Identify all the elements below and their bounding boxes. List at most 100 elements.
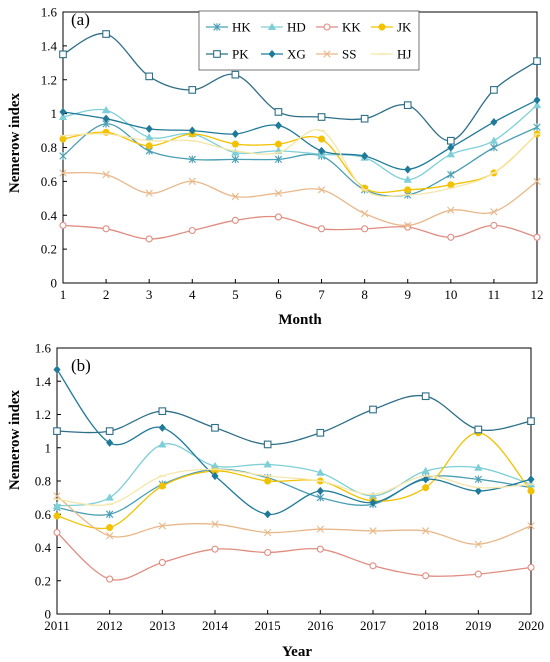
panel-b-point-hk	[105, 510, 114, 519]
panel-b-point-pk	[263, 440, 272, 449]
panel-b-point-jk	[106, 524, 114, 532]
panel-b-point-pk	[105, 427, 114, 435]
panel-b-point-jk	[158, 482, 166, 490]
panel-b-point-pk	[211, 423, 219, 432]
panel-a-point-kk	[533, 233, 541, 241]
panel-a-x-tick-label: 8	[361, 287, 368, 302]
panel-a-point-hd	[403, 175, 412, 183]
legend-swatch-marker	[323, 23, 331, 31]
panel-a-point-hd	[489, 136, 499, 144]
panel-a-point-hd	[58, 112, 68, 121]
panel-a-point-kk	[317, 225, 326, 233]
panel-a-point-kk	[490, 221, 498, 229]
panel-b-x-tick-label: 2011	[44, 618, 70, 633]
panel-a-point-kk	[102, 225, 110, 233]
panel-b-series-line-pk	[56, 394, 532, 446]
panel-b-point-xg	[527, 475, 535, 484]
panel-a-x-tick-label: 2	[103, 287, 110, 302]
panel-a-x-tick-label: 12	[531, 287, 544, 302]
panel-b-y-tick-label: 0.4	[35, 540, 52, 555]
panel-b-series-ss	[53, 492, 535, 548]
panel-a-point-hk	[533, 123, 541, 131]
panel-b-x-tick-label: 2020	[518, 618, 544, 633]
panel-a-point-hk	[231, 155, 240, 164]
legend-swatch-marker	[323, 50, 331, 58]
panel-b-point-xg	[106, 438, 114, 447]
panel-a-point-ss	[490, 208, 498, 216]
panel-a-point-ss	[274, 189, 283, 197]
panel-a-point-pk	[317, 113, 326, 121]
panel-a-x-tick-label: 10	[444, 287, 457, 302]
panel-b-point-pk	[369, 405, 377, 414]
panel-a-point-pk	[360, 114, 369, 123]
panel-a-y-tick-label: 1.4	[41, 38, 58, 53]
panel-b-point-kk	[264, 548, 272, 557]
panel-a-point-jk	[145, 142, 153, 150]
panel-a-point-jk	[274, 140, 283, 148]
panel-b-series-hd	[52, 440, 536, 509]
panel-a-x-tick-label: 3	[146, 287, 153, 302]
panel-b-point-pk	[316, 428, 325, 437]
panel-a-x-title: Month	[278, 312, 322, 328]
legend-item-hj: HJ	[371, 47, 411, 62]
legend-item-pk: PK	[206, 47, 249, 62]
panel-a-y-tick-label: 0	[51, 276, 58, 291]
panel-b-y-tick-label: 1.6	[35, 341, 52, 356]
panel-b-series-hj	[53, 468, 535, 506]
panel-a-y-tick-label: 0.8	[41, 140, 57, 155]
panel-a-series-hd	[58, 100, 542, 183]
panel-a-point-pk	[102, 30, 110, 38]
legend-item-ss: SS	[316, 47, 356, 62]
panel-b-x-tick-label: 2017	[360, 618, 387, 633]
panel-b-point-xg	[369, 498, 377, 507]
legend-item-xg: XG	[261, 47, 306, 62]
panel-b-x-tick-label: 2018	[413, 618, 439, 633]
panel-a-point-hk	[274, 155, 283, 164]
panel-b-y-tick-label: 0.8	[35, 474, 51, 489]
legend-item-hk: HK	[206, 20, 251, 35]
panel-a-series-ss	[59, 169, 541, 230]
legend-label: HJ	[397, 47, 411, 62]
panel-a-point-xg	[317, 146, 326, 156]
panel-b-point-hd	[105, 493, 114, 501]
panel-b-series	[52, 365, 536, 583]
panel-a-point-ss	[59, 169, 67, 177]
panel-a-point-xg	[188, 126, 196, 135]
panel-b-y-tick-label: 0.6	[35, 507, 52, 522]
panel-b-x-tick-label: 2014	[202, 618, 229, 633]
panel-a-point-xg	[231, 129, 239, 139]
panel-b-point-hd	[263, 460, 272, 468]
panel-a-x-tick-label: 4	[189, 287, 196, 302]
panel-b-x-tick-label: 2019	[465, 618, 491, 633]
panel-b-y-tick-label: 0	[45, 607, 52, 622]
panel-b-point-kk	[474, 570, 482, 578]
panel-b-point-ss	[527, 522, 535, 530]
panel-a-x-tick-label: 11	[488, 287, 501, 302]
panel-b-point-kk	[106, 575, 114, 583]
panel-a-point-ss	[145, 189, 153, 197]
panel-a-point-xg	[145, 124, 153, 134]
panel-a-point-xg	[490, 117, 498, 127]
panel-b-point-kk	[211, 545, 219, 553]
panel-b-point-pk	[158, 407, 167, 416]
panel-a-point-ss	[404, 221, 412, 230]
panel-b-point-xg	[211, 471, 219, 481]
panel-a-x-tick-label: 7	[318, 287, 325, 302]
panel-b-point-ss	[421, 527, 430, 535]
legend: HK HD KK JK PK XG SS HJ	[198, 10, 420, 71]
panel-b-series-jk	[53, 429, 535, 532]
panel-a-point-xg	[404, 165, 412, 174]
panel-a-point-xg	[59, 107, 67, 117]
panel-b-series-line-xg	[56, 369, 532, 515]
panel-a-point-xg	[361, 151, 369, 161]
panel-a-y-ticks: 0 0.2 0.4 0.6 0.8 1 1.2 1.4 1.6	[41, 5, 67, 291]
panel-b-y-title: Nemerow index	[7, 389, 23, 490]
panel-a-y-tick-label: 0.6	[41, 174, 58, 189]
legend-swatch-marker	[213, 23, 221, 31]
panel-b-point-pk	[53, 427, 61, 435]
panel-a-point-pk	[403, 101, 412, 110]
panel-a-point-ss	[533, 177, 541, 186]
panel-a-point-jk	[59, 135, 67, 143]
panel-a-x-tick-label: 9	[404, 287, 411, 302]
